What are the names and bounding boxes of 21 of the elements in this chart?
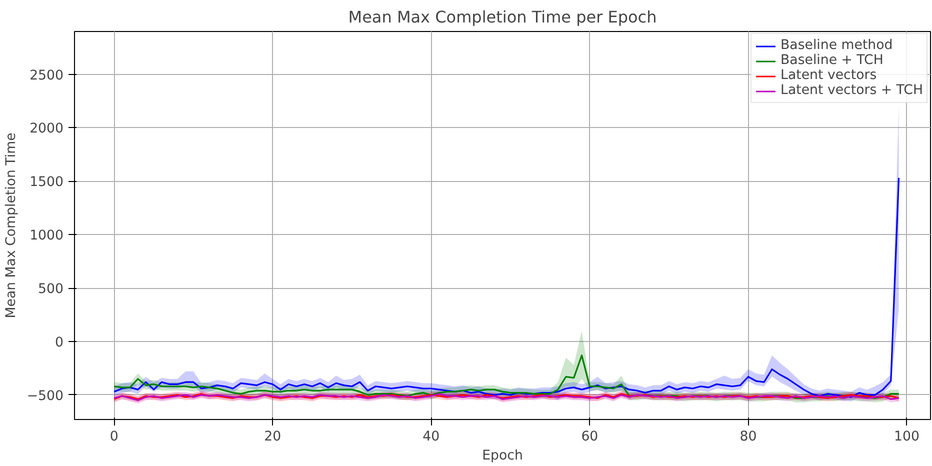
x-tick-label: 0 <box>110 430 118 444</box>
x-tick-label: 40 <box>422 430 440 444</box>
legend-label: Latent vectors <box>780 68 877 83</box>
y-axis-title: Mean Max Completion Time <box>4 132 19 318</box>
x-tick-label: 60 <box>581 430 598 444</box>
line-series <box>113 177 900 398</box>
y-tick-label: 2500 <box>30 68 64 84</box>
x-axis-title: Epoch <box>482 448 523 464</box>
legend-label: Baseline + TCH <box>780 53 884 68</box>
y-tick-label: 1500 <box>30 175 64 190</box>
legend-label: Baseline method <box>780 38 893 53</box>
y-tick-label: 2000 <box>30 122 64 137</box>
legend-label: Latent vectors + TCH <box>780 83 923 98</box>
x-tick-label: 20 <box>264 430 282 444</box>
x-tick-label: 80 <box>740 430 757 444</box>
y-tick-label: 500 <box>38 282 64 298</box>
y-tick-label: 1000 <box>30 228 64 244</box>
y-tick-label: 0 <box>55 335 64 350</box>
chart-title: Mean Max Completion Time per Epoch <box>348 8 657 26</box>
y-tick-label: −500 <box>26 388 64 404</box>
x-tick-label: 100 <box>894 430 920 444</box>
